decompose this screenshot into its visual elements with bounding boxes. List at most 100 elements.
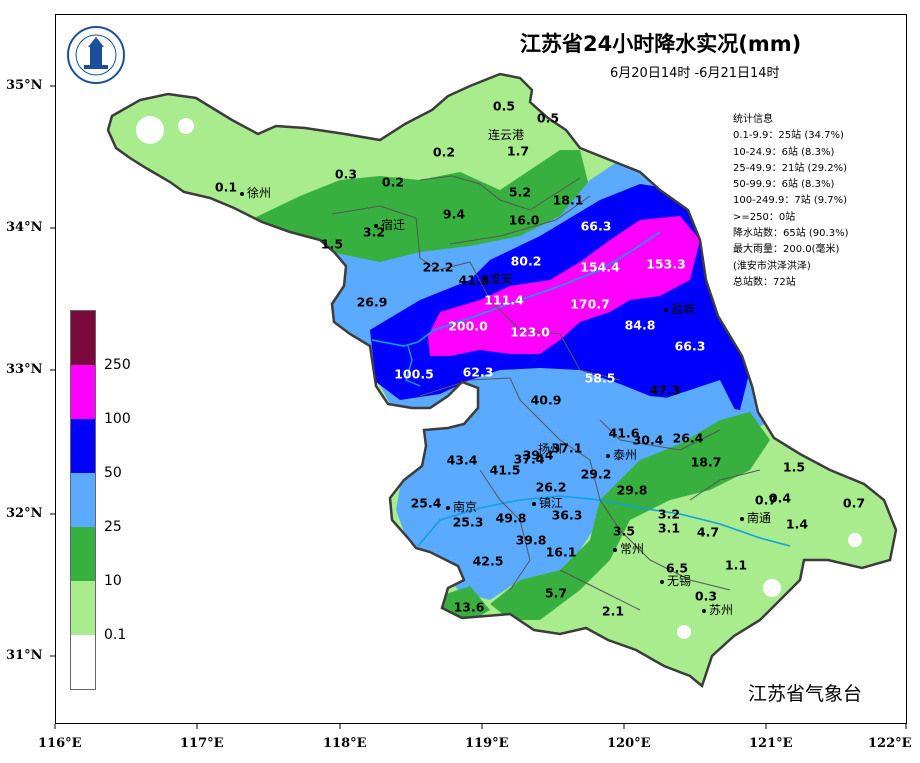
station-value: 13.6 <box>453 599 485 615</box>
station-value: 1.1 <box>724 557 748 573</box>
station-value: 153.3 <box>646 256 686 272</box>
station-value: 66.3 <box>674 338 706 354</box>
station-value: 66.3 <box>580 218 612 234</box>
station-value: 1.5 <box>782 459 806 475</box>
city-nanjing: 南京 <box>446 498 477 515</box>
station-value: 4.7 <box>696 524 720 540</box>
station-value: 3.2 <box>362 224 386 240</box>
station-value: 170.7 <box>570 296 610 312</box>
agency-label: 江苏省气象台 <box>748 683 863 705</box>
city-yancheng: 盐城 <box>664 300 695 317</box>
station-value: 16.1 <box>545 544 577 560</box>
legend-swatch-50 <box>70 419 96 473</box>
station-value: 43.4 <box>446 452 478 468</box>
stats-line: 降水站数：65站 (90.3%) <box>733 228 849 240</box>
station-value: 18.1 <box>552 192 584 208</box>
station-value: 0.1 <box>214 179 238 195</box>
station-value: 111.4 <box>484 292 524 308</box>
map-frame <box>55 14 907 724</box>
station-value: 100.5 <box>394 366 434 382</box>
city-suzhou: 苏州 <box>702 601 733 618</box>
city-wuxi: 无锡 <box>660 572 691 589</box>
station-value: 26.9 <box>356 294 388 310</box>
station-value: 0.4 <box>768 490 792 506</box>
lon-tick-119: 119°E <box>465 736 509 751</box>
station-value: 16.0 <box>508 212 540 228</box>
station-value: 0.7 <box>754 492 778 508</box>
station-value: 0.5 <box>492 98 516 114</box>
station-value: 18.7 <box>690 454 722 470</box>
lat-tick-34: 34°N <box>6 220 43 235</box>
station-value: 49.8 <box>495 510 527 526</box>
legend-swatch-100 <box>70 365 96 419</box>
lon-tick-122: 122°E <box>868 736 912 751</box>
station-value: 1.7 <box>506 143 530 159</box>
legend-swatch-250plus <box>70 310 96 366</box>
legend-swatch-10 <box>70 527 96 581</box>
city-changzhou: 常州 <box>613 540 644 557</box>
legend-label: 100 <box>104 411 131 427</box>
city-nantong: 南通 <box>740 509 771 526</box>
station-value: 41.6 <box>608 425 640 441</box>
city-boundaries <box>331 175 761 611</box>
station-value: 22.2 <box>422 259 454 275</box>
station-value: 3.5 <box>612 523 636 539</box>
stats-heading: 统计信息 <box>733 114 773 125</box>
stats-line: 总站数：72站 <box>733 276 796 288</box>
legend-swatch-0-1 <box>70 581 96 635</box>
station-value: 200.0 <box>448 318 488 334</box>
lat-tick-33: 33°N <box>6 362 43 377</box>
meteorological-bureau-logo <box>67 26 125 84</box>
station-value: 2.1 <box>601 603 625 619</box>
station-value: 3.2 <box>657 506 681 522</box>
station-value: 5.7 <box>544 585 568 601</box>
station-value: 0.3 <box>694 588 718 604</box>
station-value: 3.1 <box>657 520 681 536</box>
station-value: 84.8 <box>624 317 656 333</box>
station-value: 62.3 <box>462 364 494 380</box>
lon-tick-120: 120°E <box>607 736 651 751</box>
legend-swatch-25 <box>70 473 96 527</box>
city-zhenjiang: 镇江 <box>532 494 563 511</box>
station-value: 0.3 <box>334 166 358 182</box>
legend-label: 25 <box>104 519 122 535</box>
stats-line: 最大雨量：200.0(毫米) <box>733 244 840 256</box>
station-value: 0.2 <box>432 144 456 160</box>
station-value: 80.2 <box>510 253 542 269</box>
station-value: 26.2 <box>535 479 567 495</box>
station-value: 42.5 <box>472 553 504 569</box>
stats-line: 25-49.9：21站 (29.2%) <box>733 162 848 174</box>
lon-tick-117: 117°E <box>180 736 224 751</box>
station-value: 25.3 <box>452 514 484 530</box>
map-subtitle: 6月20日14时 -6月21日14时 <box>610 66 780 81</box>
station-value: 41.3 <box>458 272 490 288</box>
lon-tick-116: 116°E <box>38 736 82 751</box>
station-value: 58.5 <box>584 370 616 386</box>
huai-river <box>371 231 661 347</box>
station-value: 36.3 <box>551 507 583 523</box>
station-value: 0.2 <box>381 174 405 190</box>
stats-line: 100-249.9：7站 (9.7%) <box>733 195 848 207</box>
city-lianyungang: 连云港 <box>488 128 525 142</box>
legend-label: 250 <box>104 357 131 373</box>
statistics-panel: 统计信息 0.1-9.9：25站 (34.7%) 10-24.9：6站 (8.3… <box>733 112 848 291</box>
stats-line: 10-24.9：6站 (8.3%) <box>733 146 835 158</box>
station-value: 25.4 <box>410 495 442 511</box>
station-value: 47.3 <box>649 382 681 398</box>
station-value: 37.4 <box>513 451 545 467</box>
city-taizhou: 泰州 <box>606 446 637 463</box>
station-value: 5.2 <box>508 184 532 200</box>
legend-label: 0.1 <box>104 627 127 643</box>
lon-tick-118: 118°E <box>323 736 367 751</box>
station-value: 123.0 <box>510 324 550 340</box>
city-huaian: 淮安 <box>482 270 513 287</box>
station-value: 26.4 <box>672 430 704 446</box>
station-value: 29.8 <box>616 482 648 498</box>
stats-line: (淮安市洪泽洪泽) <box>733 260 811 272</box>
station-value: 154.4 <box>580 259 620 275</box>
legend-label: 10 <box>104 573 122 589</box>
stats-line: 0.1-9.9：25站 (34.7%) <box>733 130 844 142</box>
legend-swatch-zero <box>70 635 96 690</box>
station-value: 0.5 <box>536 110 560 126</box>
